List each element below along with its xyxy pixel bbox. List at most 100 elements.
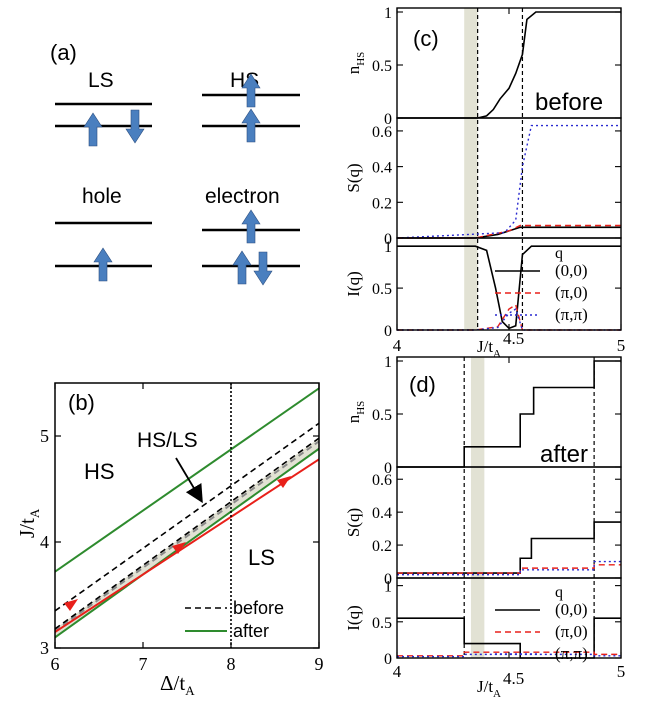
ytick-label: 0.2: [372, 195, 392, 212]
legend-label: (0,0): [555, 261, 588, 280]
legend-label: (π,π): [555, 644, 588, 663]
ylabel-nhs: nHS: [344, 52, 367, 75]
series-line: [397, 226, 621, 239]
legend-label: (π,0): [555, 283, 588, 302]
transition-shade-band: [470, 357, 485, 658]
ytick-label: 1: [384, 354, 392, 371]
ylabel-s: S(q): [344, 163, 363, 192]
spin-up-arrow-icon: [93, 247, 113, 282]
panel-d-legend: q(0,0) (π,0) (π,π): [495, 584, 588, 663]
panel-b-xtick-label: 7: [139, 654, 148, 674]
panel-b-ylabel: J/tA: [15, 508, 42, 538]
panel-b-xtick-label: 9: [315, 654, 324, 674]
legend-title: q: [555, 584, 563, 601]
spin-up-arrow-icon: [241, 73, 261, 108]
state-hole-label: hole: [82, 185, 122, 208]
series-line: [397, 521, 621, 574]
subplot-frame: [396, 117, 622, 239]
subplot-frame: [396, 466, 622, 579]
xtick-label: 4: [393, 336, 402, 355]
ylabel-i: I(q): [344, 605, 363, 630]
series-line: [397, 651, 621, 657]
ytick-label: 0.6: [372, 472, 392, 489]
series-line: [397, 360, 621, 468]
panel-d-tag: (d): [409, 372, 436, 397]
panel-c-annotation: before: [535, 89, 603, 116]
ylabel-s: S(q): [344, 508, 363, 537]
spin-down-arrow-icon: [253, 251, 273, 286]
spin-up-arrow-icon: [241, 108, 261, 143]
panel-a-tag: (a): [50, 40, 77, 65]
before-lower-line: [55, 437, 319, 630]
xtick-label: 4.5: [503, 669, 524, 688]
panel-b: 6 7 8 9 3 4 5 (b) HS LS HS/LS before after Δ/t…: [15, 382, 324, 698]
panel-b-xtick-label: 6: [51, 654, 60, 674]
ytick-label: 1: [384, 579, 392, 596]
legend-after-label: after: [233, 621, 269, 641]
xlabel: J/tA: [477, 337, 501, 360]
before-upper-line: [55, 422, 319, 612]
ytick-label: 0.5: [372, 407, 392, 424]
spin-up-arrow-icon: [83, 112, 103, 147]
xtick-label: 5: [617, 336, 626, 355]
spin-down-arrow-icon: [125, 109, 145, 144]
state-ls-label: LS: [88, 69, 114, 92]
ytick-label: 0: [384, 571, 392, 588]
panel-b-ytick-label: 4: [40, 532, 49, 552]
series-line: [397, 617, 621, 659]
ytick-label: 1: [384, 5, 392, 22]
panel-d-annotation: after: [540, 441, 588, 468]
transition-shade-band: [464, 8, 478, 330]
ytick-label: 0: [384, 460, 392, 477]
ylabel-i: I(q): [344, 271, 363, 296]
ytick-label: 0: [384, 231, 392, 248]
ytick-label: 0.6: [372, 124, 392, 141]
phase-boundary-gray: [55, 440, 319, 632]
xlabel: J/tA: [477, 677, 501, 700]
panel-d: 1 0.5 0 nHS 0.6 0.4 0.2 0 S(q) 1 0.5 0 I(q) 4 5 J/tA4.5…: [344, 354, 625, 700]
panel-c-legend: q(0,0) (π,0) (π,π): [495, 245, 588, 324]
panel-b-ytick-label: 5: [40, 426, 49, 446]
after-upper-line: [55, 387, 319, 573]
after-lower-line: [55, 447, 319, 639]
legend-label: (π,0): [555, 622, 588, 641]
spin-up-arrow-icon: [232, 250, 252, 285]
panel-b-tag: (b): [68, 390, 95, 415]
ytick-label: 1: [384, 239, 392, 256]
sweep-path-red: [55, 458, 319, 633]
series-line: [397, 653, 621, 658]
panel-d-subplot-s: 0.6 0.4 0.2 0 S(q): [344, 466, 622, 588]
region-ls-label: LS: [248, 545, 275, 570]
ytick-label: 0: [384, 111, 392, 128]
legend-title: q: [555, 245, 563, 262]
panel-b-plot-area: [55, 383, 319, 648]
red-arrowhead-icon: [64, 599, 78, 611]
panel-b-frame: [54, 382, 320, 649]
xtick-label: 4: [393, 662, 402, 681]
panel-b-ytick-label: 3: [40, 638, 49, 658]
ytick-label: 0.4: [372, 160, 392, 177]
panel-b-xlabel: Δ/tA: [160, 671, 195, 698]
legend-label: (π,π): [555, 305, 588, 324]
legend-label: (0,0): [555, 600, 588, 619]
red-arrowhead-icon: [277, 476, 291, 488]
ytick-label: 0.5: [372, 58, 392, 75]
panel-a: (a) LS HS hole electron: [50, 40, 300, 286]
ytick-label: 0.5: [372, 615, 392, 632]
red-arrowhead-icon: [172, 542, 186, 554]
ytick-label: 0.4: [372, 505, 392, 522]
panel-c-subplot-s: 0.6 0.4 0.2 0 S(q): [344, 117, 622, 248]
xtick-label: 4.5: [503, 329, 524, 348]
panel-c: 1 0.5 0 nHS 0.6 0.4 0.2 0 S(q) 1 0.5 0 I(q) 4 5 J/tA4.5…: [344, 5, 625, 360]
series-line: [397, 560, 621, 576]
spin-up-arrow-icon: [241, 209, 261, 244]
xtick-label: 5: [617, 662, 626, 681]
panel-b-ticks: 6 7 8 9 3 4 5: [40, 383, 324, 674]
region-hsls-label: HS/LS: [137, 429, 198, 452]
series-line: [397, 564, 621, 574]
legend-before-label: before: [233, 598, 284, 618]
series-line: [397, 245, 621, 330]
region-hs-label: HS: [84, 459, 115, 484]
